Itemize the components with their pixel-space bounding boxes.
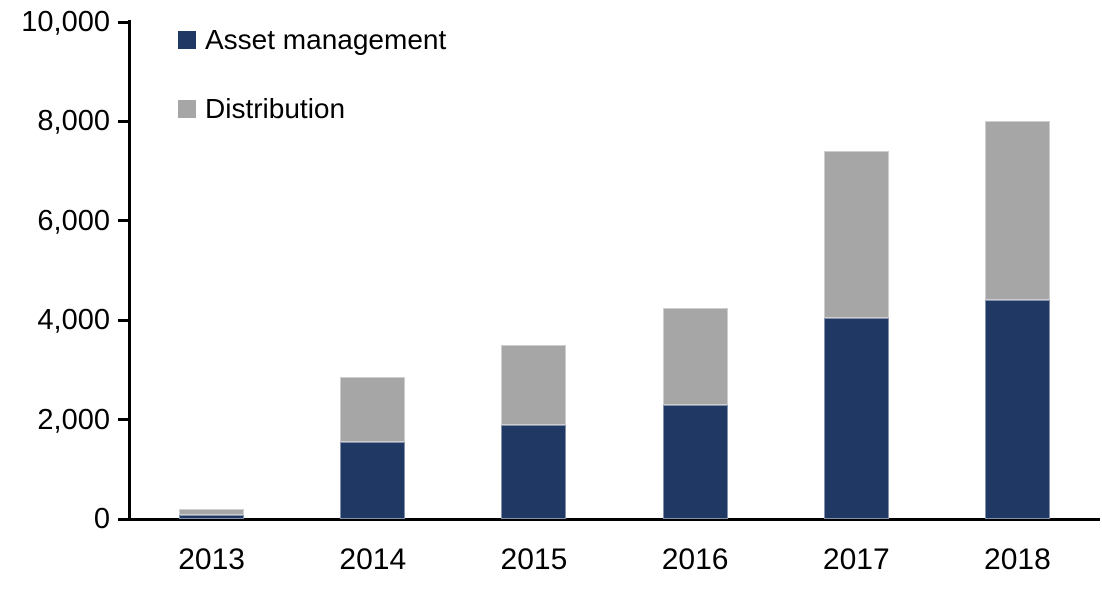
bar-segment-asset-management-2014	[340, 442, 406, 519]
legend-label: Asset management	[205, 24, 447, 55]
y-axis-tick-label-8000: 8,000	[37, 105, 110, 138]
bar-segment-distribution-2017	[823, 151, 889, 318]
x-axis-label-2017: 2017	[822, 543, 890, 576]
legend-item-distribution: Distribution	[178, 93, 446, 124]
y-axis-tick-label-2000: 2,000	[37, 403, 110, 436]
bar-segment-asset-management-2016	[662, 404, 728, 519]
bar-segment-distribution-2015	[501, 345, 567, 425]
legend-label: Distribution	[205, 93, 346, 124]
y-axis-tick-label-0: 0	[93, 503, 110, 535]
x-axis-label-2015: 2015	[500, 543, 568, 576]
y-axis-tick-label-10000: 10,000	[21, 6, 110, 38]
bar-segment-distribution-2013	[179, 509, 245, 515]
y-axis-tick-8000	[118, 119, 128, 123]
y-axis-tick-label-6000: 6,000	[37, 204, 110, 237]
y-axis	[128, 20, 131, 521]
bar-segment-distribution-2016	[662, 307, 728, 405]
legend-swatch-icon	[178, 100, 196, 118]
y-axis-tick-0	[118, 517, 128, 521]
y-axis-tick-6000	[118, 219, 128, 223]
bar-segment-asset-management-2018	[984, 300, 1050, 519]
legend-swatch-icon	[178, 31, 196, 49]
x-axis-label-2016: 2016	[661, 543, 729, 576]
legend-item-asset-management: Asset management	[178, 24, 447, 55]
bar-segment-asset-management-2017	[823, 317, 889, 519]
bar-segment-asset-management-2015	[501, 424, 567, 519]
bar-segment-distribution-2018	[984, 121, 1050, 301]
y-axis-tick-label-4000: 4,000	[37, 304, 110, 337]
x-axis	[128, 518, 1100, 521]
bar-segment-asset-management-2013	[179, 515, 245, 519]
bar-segment-distribution-2014	[340, 377, 406, 442]
legend: Asset management Distribution	[178, 24, 447, 166]
x-axis-label-2018: 2018	[984, 543, 1051, 576]
plot-area	[131, 22, 1098, 519]
y-axis-tick-2000	[118, 418, 128, 422]
y-axis-tick-10000	[118, 20, 128, 24]
x-axis-label-2014: 2014	[339, 543, 407, 576]
x-axis-label-2013: 2013	[178, 543, 245, 576]
y-axis-tick-4000	[118, 318, 128, 322]
